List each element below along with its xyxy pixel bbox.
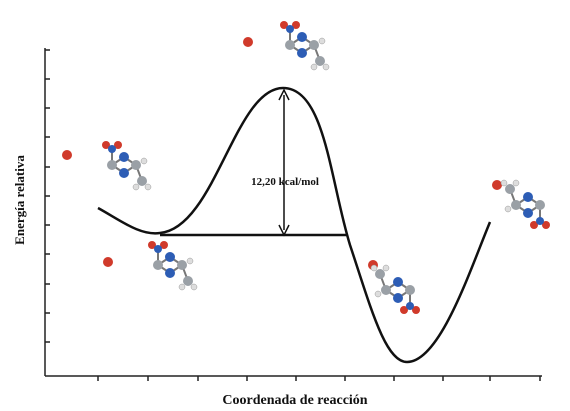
atom xyxy=(103,257,113,267)
atom xyxy=(492,180,502,190)
molecule xyxy=(101,140,152,191)
y-axis-label: Energía relativa xyxy=(12,155,27,245)
molecules xyxy=(62,20,551,315)
x-axis-label: Coordenada de reacción xyxy=(222,393,367,408)
energy-annotation: 12,20 kcal/mol xyxy=(251,176,319,188)
molecule xyxy=(370,264,421,315)
molecule xyxy=(500,179,551,230)
x-tick-marks xyxy=(97,376,541,381)
atom xyxy=(62,150,72,160)
molecule xyxy=(279,20,330,71)
arrow-heads xyxy=(278,88,290,237)
atom xyxy=(243,37,253,47)
molecule xyxy=(147,240,198,291)
axes xyxy=(44,48,542,381)
energy-curve xyxy=(97,86,492,364)
y-tick-marks xyxy=(45,49,50,343)
